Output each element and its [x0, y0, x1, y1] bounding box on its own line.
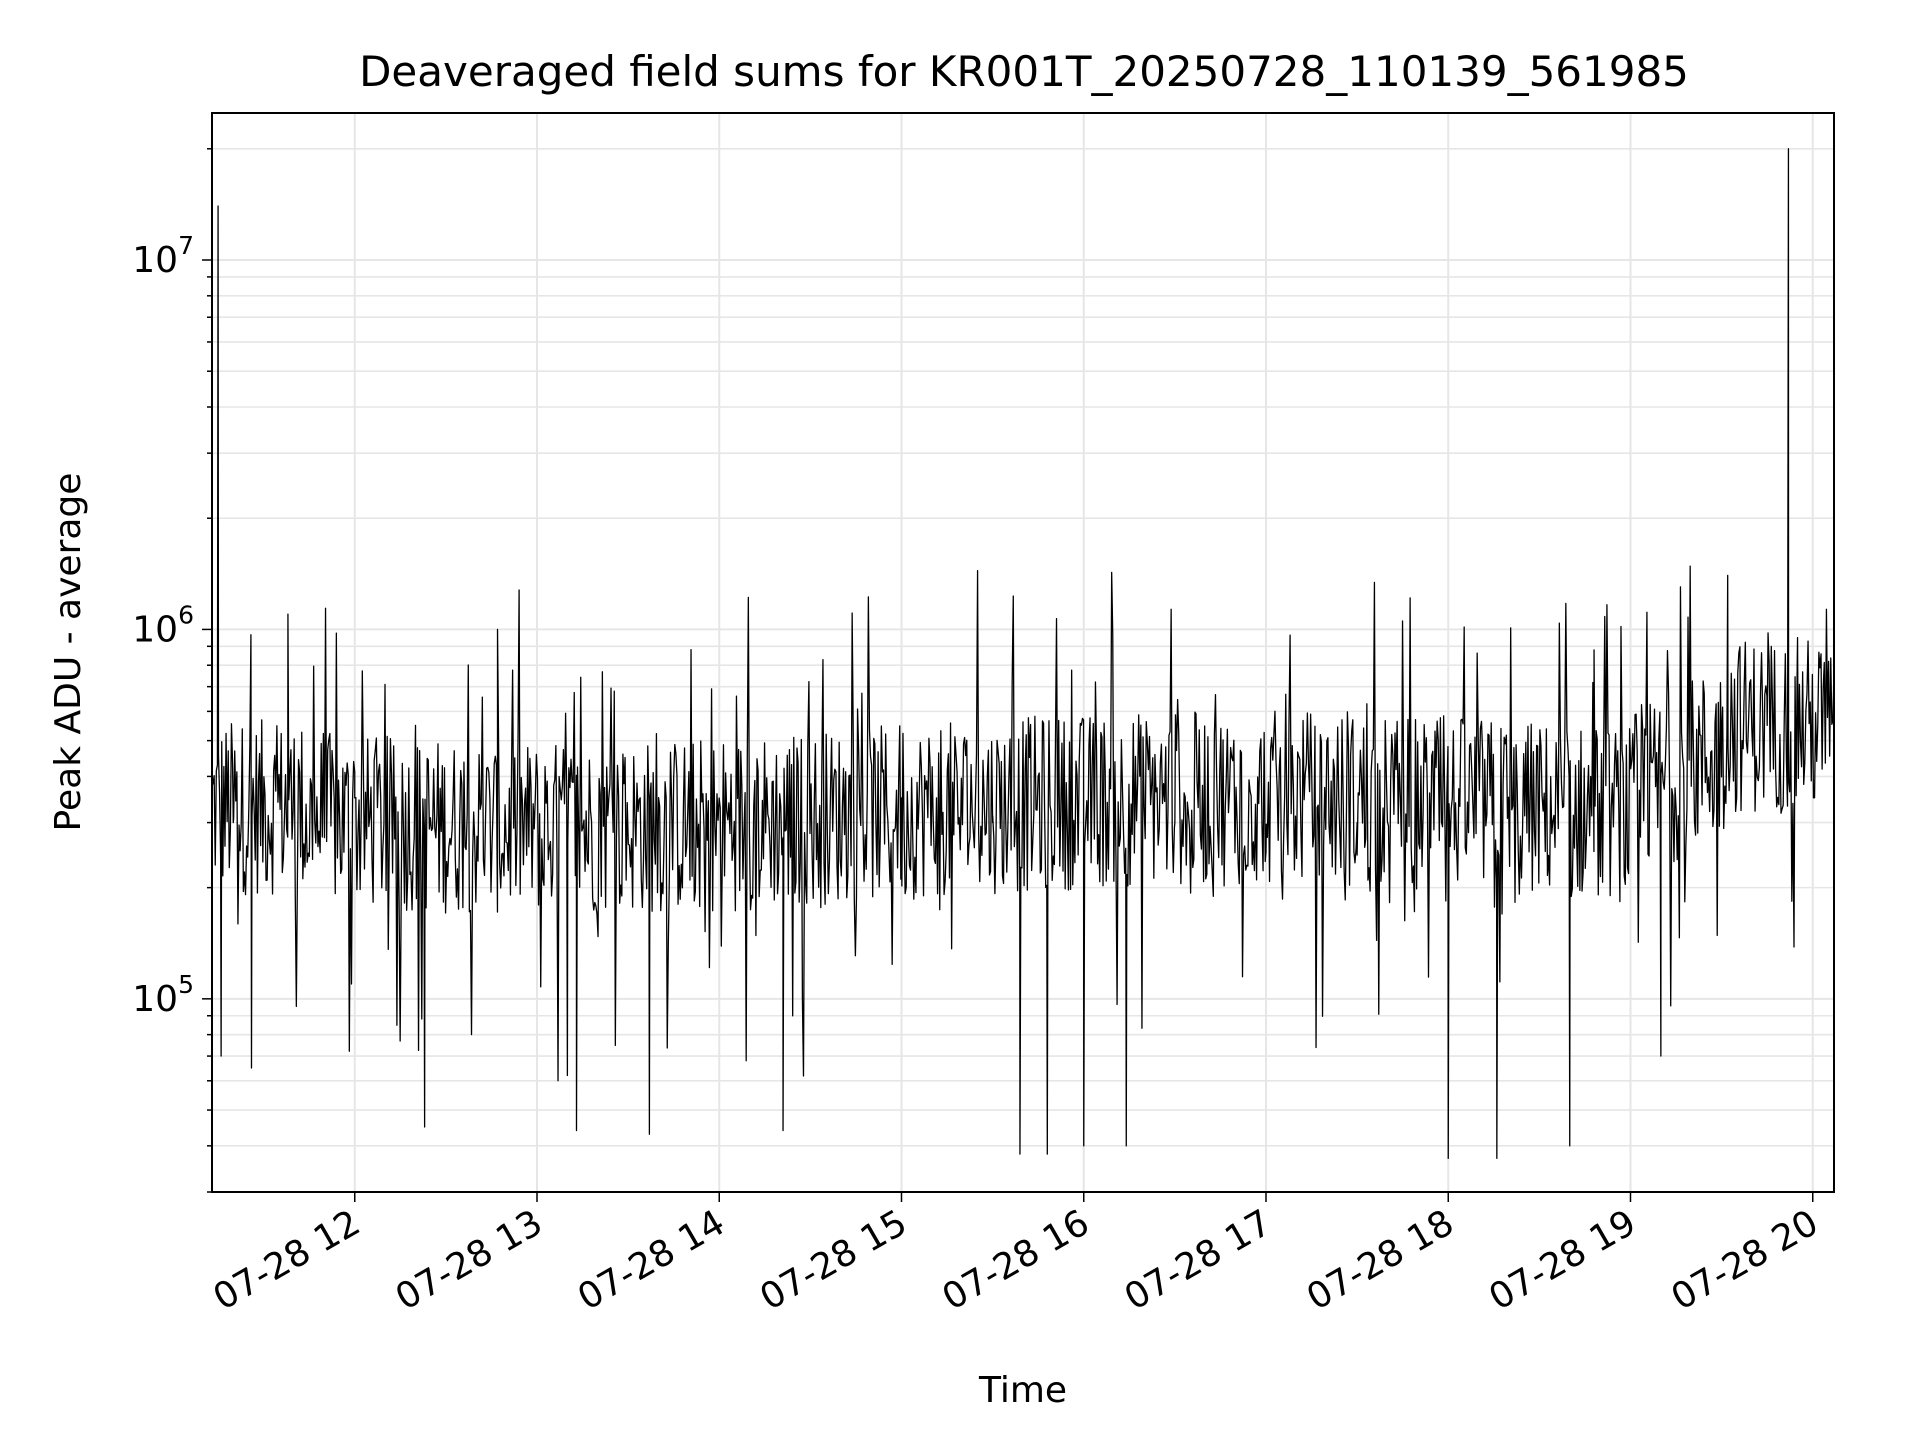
- plot-frame: [211, 112, 1835, 1193]
- y-tick-label: 105: [132, 970, 194, 1020]
- y-axis-label: Peak ADU - average: [48, 473, 89, 832]
- x-axis-label: Time: [978, 1370, 1067, 1411]
- y-tick-label: 107: [132, 231, 194, 281]
- y-tick-label: 106: [132, 600, 194, 650]
- chart-title: Deaveraged field sums for KR001T_2025072…: [359, 47, 1689, 96]
- series-layer: [211, 148, 1835, 1159]
- y-axis: 105 106 107: [132, 148, 212, 1193]
- series-line: [211, 148, 1835, 1159]
